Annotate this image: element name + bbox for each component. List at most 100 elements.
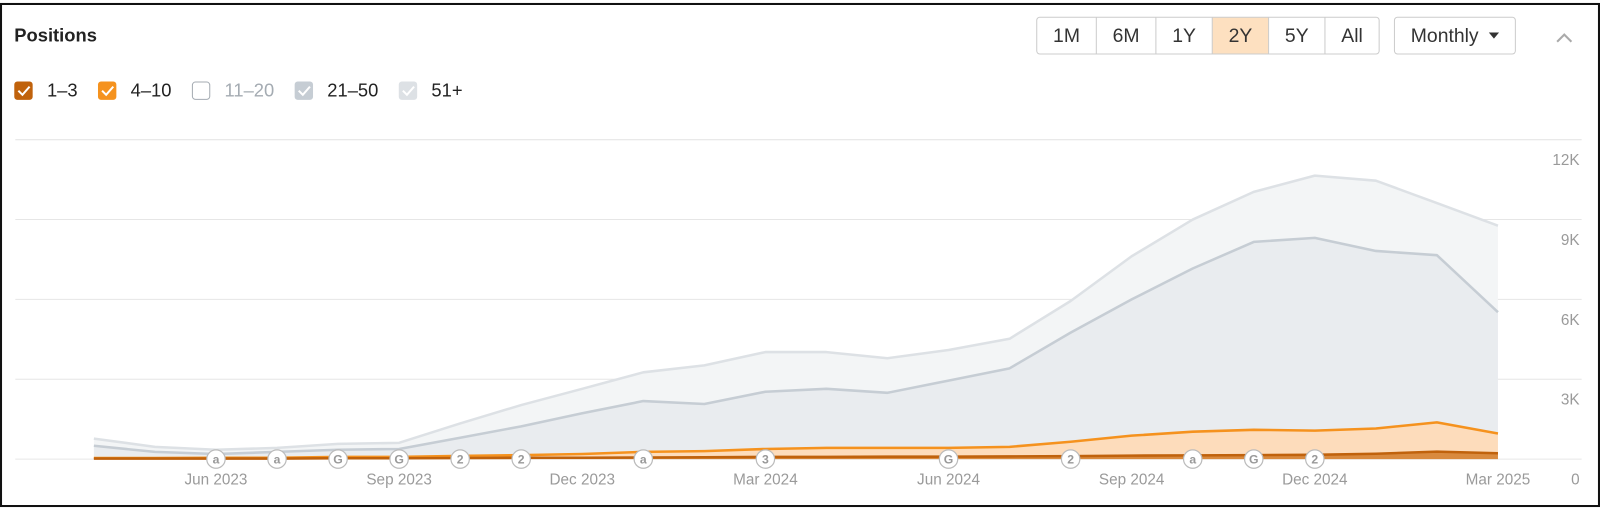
x-tick-label: Sep 2023 bbox=[366, 472, 432, 489]
annotation-marker[interactable]: 2 bbox=[1305, 449, 1325, 469]
range-button[interactable]: All bbox=[1324, 17, 1380, 54]
area bbox=[93, 422, 1498, 459]
legend-item[interactable]: 1–3 bbox=[14, 80, 78, 101]
annotation-text: G bbox=[944, 452, 954, 466]
legend-checkbox bbox=[294, 81, 314, 100]
annotation-text: a bbox=[274, 452, 281, 466]
annotation-marker[interactable]: a bbox=[633, 449, 654, 469]
annotation-text: G bbox=[394, 452, 404, 466]
annotation-circle bbox=[1305, 449, 1325, 469]
annotation-circle bbox=[206, 449, 226, 469]
legend-label: 11–20 bbox=[225, 80, 275, 101]
annotation-text: G bbox=[333, 452, 343, 466]
area-line bbox=[93, 174, 1499, 452]
annotation-marker[interactable]: 2 bbox=[1060, 449, 1081, 469]
checkmark bbox=[17, 85, 31, 97]
dropdown-bg bbox=[1393, 16, 1516, 55]
legend-item[interactable]: 11–20 bbox=[191, 80, 275, 101]
annotation-circle bbox=[328, 449, 348, 469]
checkmark bbox=[101, 85, 115, 97]
area bbox=[93, 175, 1498, 455]
range-button-label: 1M bbox=[1053, 25, 1080, 47]
annotation-marker[interactable]: 3 bbox=[755, 449, 776, 469]
area bbox=[93, 451, 1498, 460]
range-selector: 1M 6M 1Y 2Y 5Y All bbox=[1036, 16, 1380, 55]
range-button[interactable]: 1Y bbox=[1155, 17, 1213, 54]
range-button[interactable]: 6M bbox=[1096, 17, 1156, 54]
legend-label: 4–10 bbox=[131, 80, 172, 101]
legend-item[interactable]: 51+ bbox=[398, 80, 463, 101]
area-line bbox=[93, 450, 1498, 460]
range-button-label: 5Y bbox=[1285, 25, 1309, 47]
annotation-circle bbox=[1243, 449, 1264, 469]
range-button-label: 6M bbox=[1113, 25, 1140, 47]
y-tick-label: 12K bbox=[1552, 152, 1580, 169]
range-selector-border bbox=[1036, 16, 1380, 55]
x-tick-label: Sep 2024 bbox=[1099, 472, 1165, 489]
y-tick-label: 9K bbox=[1561, 232, 1581, 249]
legend-label: 51+ bbox=[431, 80, 462, 101]
annotation-circle bbox=[389, 449, 409, 469]
y-tick-label: 0 bbox=[1571, 472, 1580, 489]
chevron-up bbox=[1556, 33, 1573, 43]
annotation-text: a bbox=[213, 452, 220, 466]
annotation-marker[interactable]: a bbox=[1182, 449, 1203, 469]
annotation-marker[interactable]: a bbox=[267, 449, 287, 469]
x-tick-label: Jun 2024 bbox=[917, 472, 980, 489]
collapse-button[interactable] bbox=[1556, 33, 1573, 43]
annotation-circle bbox=[450, 449, 470, 469]
annotation-circle bbox=[755, 449, 776, 469]
area-line bbox=[93, 236, 1499, 456]
checkmark bbox=[298, 85, 311, 97]
range-button-bg bbox=[1096, 17, 1156, 54]
y-tick-label: 6K bbox=[1561, 312, 1581, 329]
annotation-marker[interactable]: G bbox=[1243, 449, 1264, 469]
annotation-circle bbox=[267, 449, 287, 469]
annotation-text: G bbox=[1249, 452, 1259, 466]
annotation-marker[interactable]: 2 bbox=[450, 449, 470, 469]
annotation-text: 2 bbox=[1067, 452, 1074, 466]
annotation-circle bbox=[1182, 449, 1203, 469]
annotation-marker[interactable]: 2 bbox=[511, 449, 532, 469]
dropdown-caret bbox=[1488, 32, 1500, 39]
legend-item[interactable]: 21–50 bbox=[294, 80, 379, 101]
range-button[interactable]: 5Y bbox=[1268, 17, 1325, 54]
panel-title: Positions bbox=[14, 24, 97, 45]
legend-checkbox bbox=[97, 81, 117, 100]
interval-dropdown[interactable]: Monthly bbox=[1393, 16, 1516, 55]
legend-checkbox bbox=[14, 81, 33, 100]
legend-checkbox bbox=[191, 81, 211, 100]
range-button-label: All bbox=[1341, 25, 1363, 47]
annotation-text: 2 bbox=[518, 452, 525, 466]
legend-item[interactable]: 4–10 bbox=[97, 80, 172, 101]
x-tick-label: Jun 2023 bbox=[184, 472, 247, 489]
dropdown-label: Monthly bbox=[1411, 25, 1479, 47]
annotation-text: 2 bbox=[1311, 452, 1318, 466]
range-button-bg bbox=[1268, 17, 1325, 54]
range-button-label: 1Y bbox=[1172, 25, 1196, 47]
annotation-circle bbox=[511, 449, 532, 469]
annotation-marker[interactable]: G bbox=[938, 449, 959, 469]
annotation-text: a bbox=[1189, 452, 1196, 466]
range-button[interactable]: 2Y bbox=[1212, 17, 1269, 54]
annotation-text: 3 bbox=[762, 452, 769, 466]
annotation-marker[interactable]: G bbox=[389, 449, 409, 469]
annotation-circle bbox=[1060, 449, 1081, 469]
range-button-bg bbox=[1036, 17, 1097, 54]
annotation-marker[interactable]: a bbox=[206, 449, 226, 469]
range-button[interactable]: 1M bbox=[1036, 17, 1097, 54]
legend-label: 1–3 bbox=[47, 80, 78, 101]
annotation-marker[interactable]: G bbox=[328, 449, 348, 469]
annotation-circle bbox=[633, 449, 654, 469]
x-tick-label: Mar 2024 bbox=[733, 472, 798, 489]
annotation-circle bbox=[938, 449, 959, 469]
x-tick-label: Dec 2023 bbox=[550, 472, 615, 489]
range-button-bg bbox=[1155, 17, 1213, 54]
annotation-text: a bbox=[640, 452, 647, 466]
x-tick-label: Mar 2025 bbox=[1466, 472, 1531, 489]
range-button-bg bbox=[1212, 17, 1269, 54]
legend-checkbox bbox=[398, 81, 418, 100]
annotation-text: 2 bbox=[457, 452, 464, 466]
range-button-bg bbox=[1324, 17, 1380, 54]
